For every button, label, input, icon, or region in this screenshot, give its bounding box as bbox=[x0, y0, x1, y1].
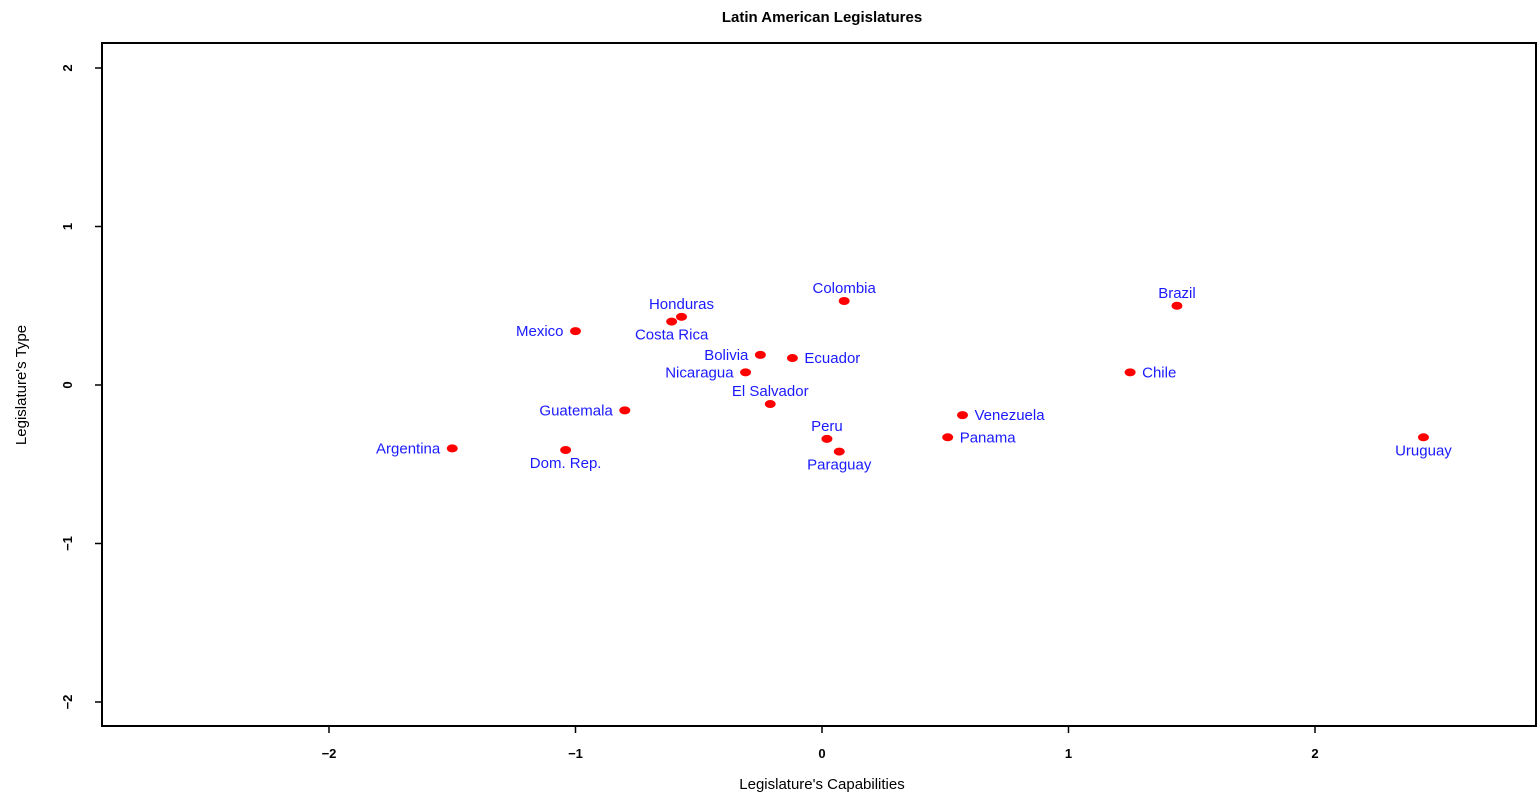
x-tick-label: 2 bbox=[1311, 746, 1318, 761]
data-point-label: Argentina bbox=[376, 440, 441, 457]
y-axis-label: Legislature's Type bbox=[13, 325, 30, 445]
data-point bbox=[833, 447, 845, 456]
chart-title: Latin American Legislatures bbox=[722, 9, 922, 26]
data-point-label: Uruguay bbox=[1395, 442, 1452, 459]
x-tick-label: 0 bbox=[818, 746, 825, 761]
y-tick-label: 0 bbox=[60, 381, 75, 388]
data-point-label: Chile bbox=[1142, 364, 1176, 381]
data-point-label: Nicaragua bbox=[665, 364, 734, 381]
data-point bbox=[619, 406, 631, 415]
data-point bbox=[666, 317, 678, 326]
data-point bbox=[740, 368, 752, 377]
y-tick-label: −1 bbox=[60, 536, 75, 551]
data-point-label: Dom. Rep. bbox=[530, 455, 602, 472]
data-point bbox=[821, 434, 833, 443]
data-point bbox=[560, 445, 572, 454]
data-point-label: Ecuador bbox=[804, 350, 860, 367]
data-point-label: Panama bbox=[960, 429, 1017, 446]
data-point bbox=[942, 433, 954, 442]
y-tick-label: 2 bbox=[60, 64, 75, 71]
x-tick-label: −1 bbox=[568, 746, 583, 761]
plot-frame bbox=[101, 42, 1537, 727]
data-point-label: Mexico bbox=[516, 323, 564, 340]
data-points: Argentina Dom. Rep. Mexico Guatemala Hondura… bbox=[376, 280, 1452, 474]
data-point bbox=[570, 327, 581, 336]
y-tick-label: −2 bbox=[60, 695, 75, 710]
data-point-label: Brazil bbox=[1158, 285, 1196, 302]
data-point-label: Costa Rica bbox=[635, 327, 709, 344]
data-point bbox=[754, 350, 766, 359]
data-point bbox=[446, 444, 458, 453]
data-point-label: Venezuela bbox=[975, 407, 1046, 424]
data-point-label: Honduras bbox=[649, 296, 714, 313]
y-axis: −2 −1 0 1 2 bbox=[60, 64, 102, 709]
data-point bbox=[957, 411, 969, 420]
data-point-label: Peru bbox=[811, 418, 843, 435]
x-axis-label: Legislature's Capabilities bbox=[739, 776, 904, 793]
data-point-label: Colombia bbox=[812, 280, 876, 297]
data-point-label: Paraguay bbox=[807, 457, 872, 474]
data-point-label: Guatemala bbox=[539, 402, 613, 419]
data-point bbox=[1171, 301, 1183, 310]
x-tick-label: −2 bbox=[322, 746, 337, 761]
data-point bbox=[1124, 368, 1136, 377]
data-point bbox=[838, 296, 850, 305]
data-point bbox=[1417, 433, 1429, 442]
data-point-label: El Salvador bbox=[732, 383, 809, 400]
data-point bbox=[764, 400, 776, 409]
y-tick-label: 1 bbox=[60, 223, 75, 230]
data-point bbox=[675, 312, 687, 321]
data-point-label: Bolivia bbox=[704, 347, 749, 364]
x-axis: −2 −1 0 1 2 bbox=[322, 726, 1319, 761]
data-point bbox=[786, 354, 798, 363]
x-tick-label: 1 bbox=[1065, 746, 1072, 761]
